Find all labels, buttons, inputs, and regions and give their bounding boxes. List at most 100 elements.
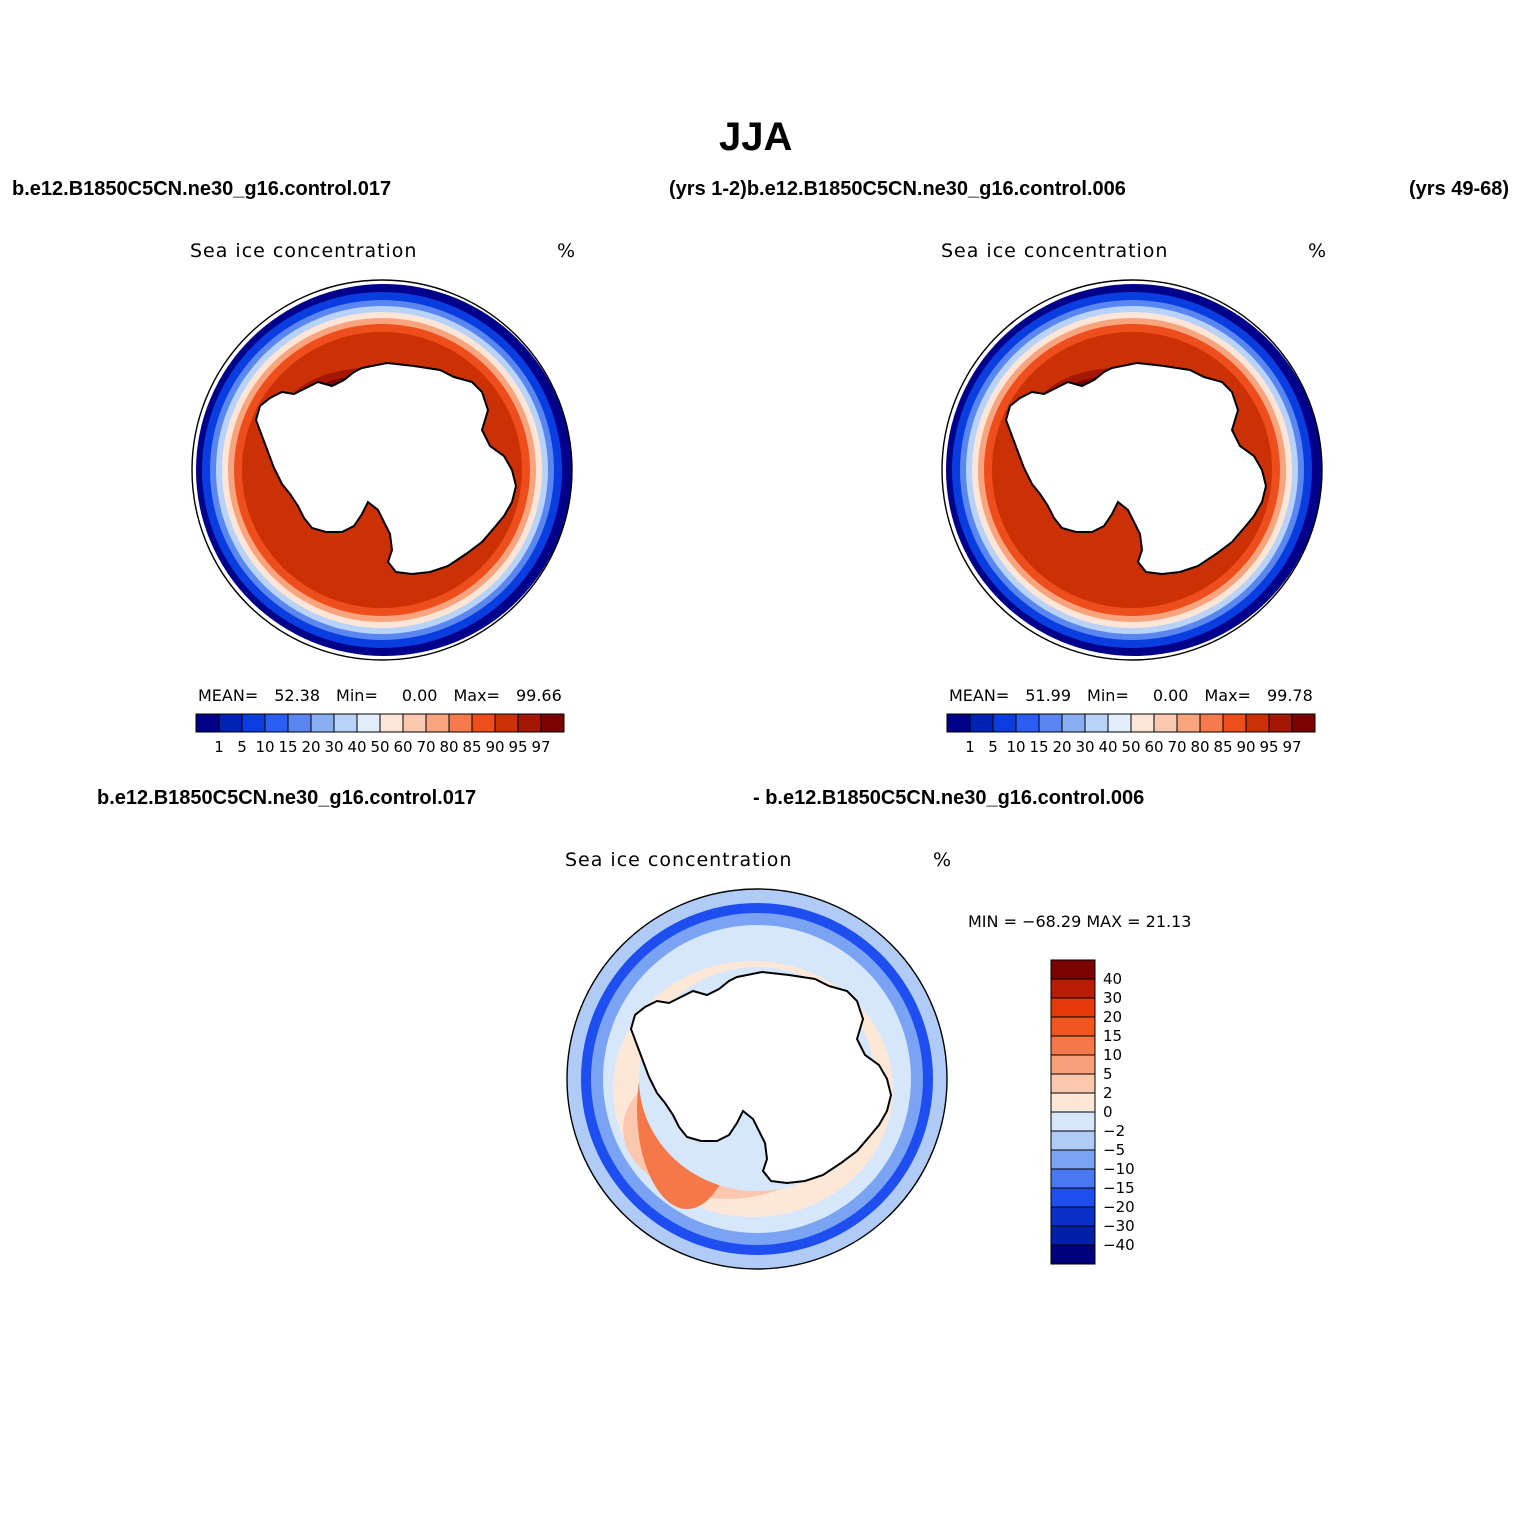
panel1-colorbar-swatch-7 xyxy=(356,713,381,733)
panel2-min-label: Min= xyxy=(1087,686,1129,705)
panel1-colorbar-swatch-13 xyxy=(494,713,519,733)
panel1-stats: MEAN= 52.38 Min= 0.00 Max= 99.66 xyxy=(198,686,562,705)
diff-colorbar-tick-6: 2 xyxy=(1103,1084,1113,1102)
panel2-colorbar-tick-9: 70 xyxy=(1167,738,1186,756)
panel1-colorbar-swatch-1 xyxy=(218,713,243,733)
panel2-colorbar-swatch-1 xyxy=(969,713,994,733)
map-boundary xyxy=(941,279,1323,661)
panel2-colorbar-swatch-8 xyxy=(1130,713,1155,733)
diff-colorbar-swatch-6 xyxy=(1050,1073,1096,1094)
panel2-colorbar-swatch-14 xyxy=(1268,713,1293,733)
panel2-colorbar-tick-0: 1 xyxy=(965,738,975,756)
diff-colorbar-swatch-14 xyxy=(1050,1225,1096,1246)
panel2-colorbar-swatch-5 xyxy=(1061,713,1086,733)
panel1-colorbar-swatch-9 xyxy=(402,713,427,733)
panel2-colorbar-swatch-6 xyxy=(1084,713,1109,733)
diff-colorbar-swatch-9 xyxy=(1050,1130,1096,1151)
diff-colorbar-swatch-12 xyxy=(1050,1187,1096,1208)
panel1-colorbar-tick-12: 90 xyxy=(485,738,504,756)
diff-colorbar-tick-12: −20 xyxy=(1103,1198,1135,1216)
panel1-colorbar-tick-9: 70 xyxy=(416,738,435,756)
diff-colorbar-tick-9: −5 xyxy=(1103,1141,1125,1159)
panel2-colorbar-tick-10: 80 xyxy=(1190,738,1209,756)
panel2-stats: MEAN= 51.99 Min= 0.00 Max= 99.78 xyxy=(949,686,1313,705)
diff-colorbar-tick-3: 15 xyxy=(1103,1027,1122,1045)
panel2-units: % xyxy=(1308,240,1328,262)
map-boundary xyxy=(566,888,948,1270)
panel2-colorbar-swatch-15 xyxy=(1291,713,1316,733)
panel1-colorbar-swatch-12 xyxy=(471,713,496,733)
panel2-colorbar-swatch-7 xyxy=(1107,713,1132,733)
diff-colorbar-tick-0: 40 xyxy=(1103,970,1122,988)
panel2-field-name: Sea ice concentration xyxy=(941,240,1169,262)
panel2-colorbar-swatch-0 xyxy=(946,713,971,733)
panel2-colorbar-tick-2: 10 xyxy=(1006,738,1025,756)
panel2-mean-value: 51.99 xyxy=(1025,686,1072,705)
diff-colorbar-tick-13: −30 xyxy=(1103,1217,1135,1235)
diff-label-right: - b.e12.B1850C5CN.ne30_g16.control.006 xyxy=(753,787,1145,809)
panel1-colorbar-tick-7: 50 xyxy=(370,738,389,756)
panel1-colorbar-tick-10: 80 xyxy=(439,738,458,756)
panel2-colorbar-tick-3: 15 xyxy=(1029,738,1048,756)
ice-field xyxy=(567,889,947,1269)
antarctica-landmass xyxy=(1004,361,1268,576)
panel2-colorbar-tick-6: 40 xyxy=(1098,738,1117,756)
panel1-colorbar-swatch-4 xyxy=(287,713,312,733)
panel2-colorbar-tick-14: 97 xyxy=(1282,738,1301,756)
diff-field-name: Sea ice concentration xyxy=(565,849,793,871)
panel2-colorbar-swatch-12 xyxy=(1222,713,1247,733)
panel1-colorbar: 1 5 10 15 20 30 40 50 60 70 80 85 90 95 97 xyxy=(195,713,565,756)
diff-colorbar-tick-2: 20 xyxy=(1103,1008,1122,1026)
panel1-colorbar-swatch-2 xyxy=(241,713,266,733)
diff-colorbar-swatch-13 xyxy=(1050,1206,1096,1227)
panel2-mean-label: MEAN= xyxy=(949,686,1010,705)
panel2-max-label: Max= xyxy=(1204,686,1251,705)
panel1-colorbar-swatch-6 xyxy=(333,713,358,733)
diff-colorbar-tick-11: −15 xyxy=(1103,1179,1135,1197)
panel2-polar-map xyxy=(941,279,1323,661)
panel1-colorbar-swatch-15 xyxy=(540,713,565,733)
panel2-colorbar-tick-11: 85 xyxy=(1213,738,1232,756)
panel1-colorbar-swatch-8 xyxy=(379,713,404,733)
diff-colorbar-swatch-4 xyxy=(1050,1035,1096,1056)
panel1-colorbar-tick-11: 85 xyxy=(462,738,481,756)
diff-colorbar-tick-4: 10 xyxy=(1103,1046,1122,1064)
diff-colorbar-tick-7: 0 xyxy=(1103,1103,1113,1121)
panel2-colorbar: 1 5 10 15 20 30 40 50 60 70 80 85 90 95 97 xyxy=(946,713,1316,756)
panel1-colorbar-tick-2: 10 xyxy=(255,738,274,756)
panel2-max-value: 99.78 xyxy=(1266,686,1313,705)
diff-colorbar-tick-5: 5 xyxy=(1103,1065,1113,1083)
diff-colorbar-swatch-15 xyxy=(1050,1244,1096,1265)
panel2-colorbar-tick-12: 90 xyxy=(1236,738,1255,756)
panel1-colorbar-tick-4: 20 xyxy=(301,738,320,756)
diff-units: % xyxy=(933,849,953,871)
diff-colorbar-swatch-0 xyxy=(1050,959,1096,980)
diff-colorbar-swatch-10 xyxy=(1050,1149,1096,1170)
panel1-units: % xyxy=(557,240,577,262)
panel1-colorbar-swatch-11 xyxy=(448,713,473,733)
panel2-colorbar-tick-1: 5 xyxy=(988,738,998,756)
panel2-colorbar-swatch-3 xyxy=(1015,713,1040,733)
panel2-colorbar-tick-4: 20 xyxy=(1052,738,1071,756)
diff-colorbar-swatch-8 xyxy=(1050,1111,1096,1132)
panel1-mean-label: MEAN= xyxy=(198,686,259,705)
panel2-colorbar-swatch-9 xyxy=(1153,713,1178,733)
panel1-colorbar-tick-6: 40 xyxy=(347,738,366,756)
diff-minmax: MIN = −68.29 MAX = 21.13 xyxy=(968,912,1192,931)
diff-colorbar-swatch-5 xyxy=(1050,1054,1096,1075)
diff-colorbar-swatch-2 xyxy=(1050,997,1096,1018)
antarctica-landmass xyxy=(629,970,893,1185)
panel2-colorbar-tick-13: 95 xyxy=(1259,738,1278,756)
panel2-colorbar-swatch-2 xyxy=(992,713,1017,733)
diff-colorbar-swatch-1 xyxy=(1050,978,1096,999)
panel1-min-value: 0.00 xyxy=(401,686,438,705)
panel1-polar-map xyxy=(191,279,573,661)
panel1-colorbar-swatch-0 xyxy=(195,713,220,733)
antarctica-landmass xyxy=(254,361,518,576)
panel1-field-name: Sea ice concentration xyxy=(190,240,418,262)
diff-colorbar-tick-10: −10 xyxy=(1103,1160,1135,1178)
panel2-colorbar-swatch-10 xyxy=(1176,713,1201,733)
panel2-min-value: 0.00 xyxy=(1152,686,1189,705)
panel1-colorbar-tick-14: 97 xyxy=(531,738,550,756)
